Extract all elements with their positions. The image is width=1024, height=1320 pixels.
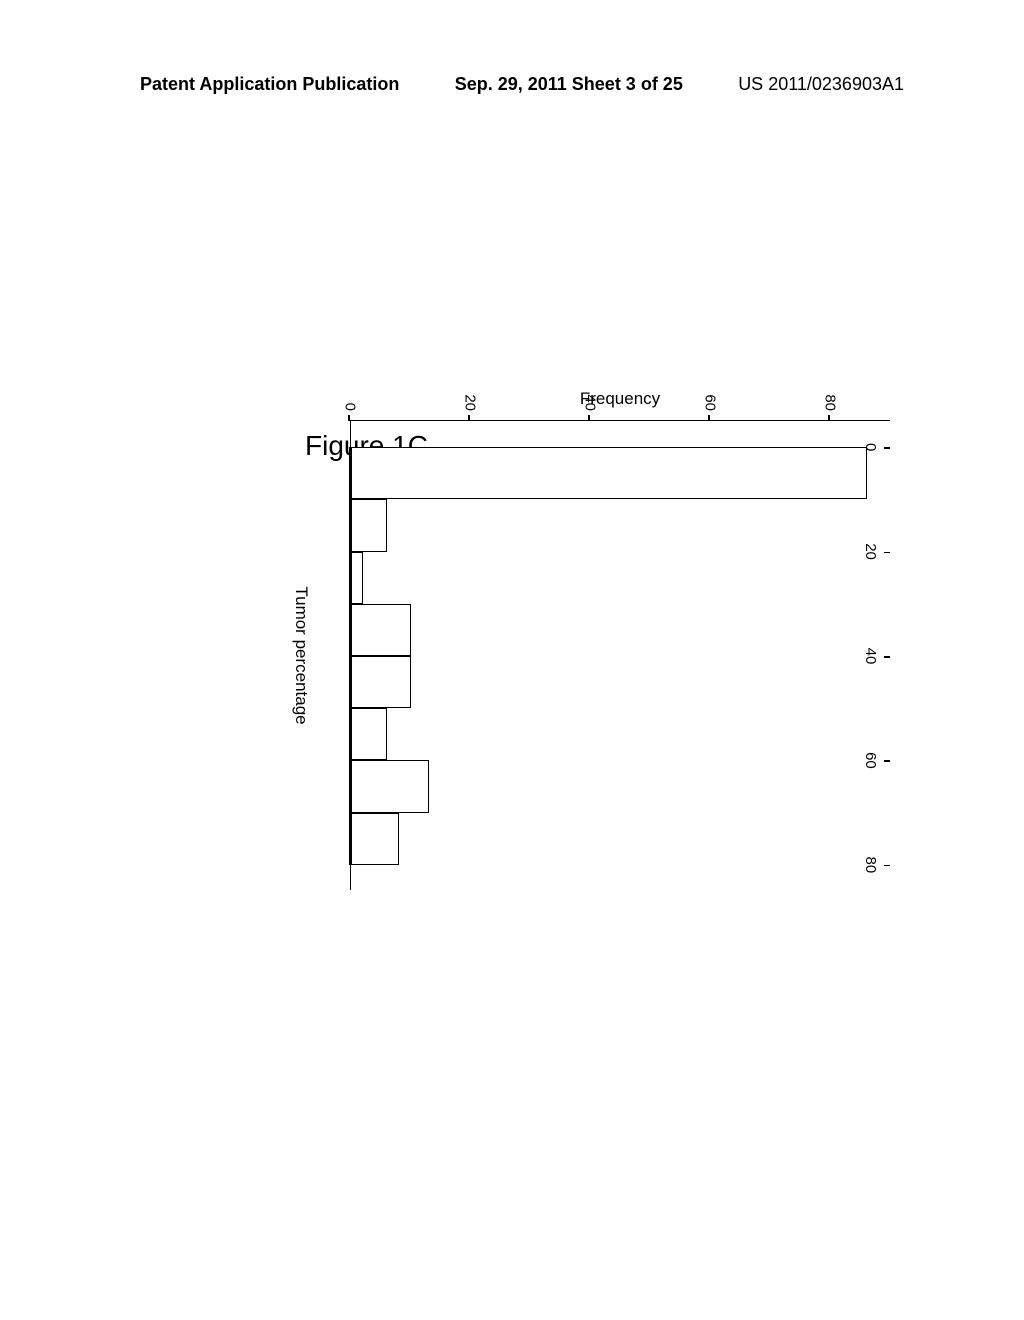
header-publication-type: Patent Application Publication <box>140 74 399 95</box>
histogram-bar <box>351 656 411 708</box>
histogram-chart: 020406080 020406080 Tumor percentage Fre… <box>270 350 900 910</box>
header-date-sheet: Sep. 29, 2011 Sheet 3 of 25 <box>455 74 683 95</box>
y-tick <box>349 415 351 421</box>
histogram-bar <box>351 760 429 812</box>
x-tick-label: 20 <box>862 543 879 560</box>
y-tick <box>709 415 711 421</box>
y-tick-label: 20 <box>462 385 479 411</box>
x-tick-label: 40 <box>862 648 879 665</box>
y-axis-label: Frequency <box>580 389 660 409</box>
x-tick-label: 60 <box>862 752 879 769</box>
y-tick-label: 80 <box>822 385 839 411</box>
x-tick-label: 80 <box>862 857 879 874</box>
histogram-bar <box>351 813 399 865</box>
header-publication-number: US 2011/0236903A1 <box>738 74 904 95</box>
x-tick <box>884 760 890 762</box>
histogram-bar <box>351 552 363 604</box>
page-header: Patent Application Publication Sep. 29, … <box>0 74 1024 95</box>
histogram-bar <box>351 708 387 760</box>
y-axis-line <box>350 420 830 422</box>
histogram-bar <box>351 604 411 656</box>
histogram-bar <box>351 499 387 551</box>
y-tick <box>469 415 471 421</box>
y-tick <box>589 415 591 421</box>
x-tick-label: 0 <box>862 443 879 451</box>
y-tick-label: 60 <box>702 385 719 411</box>
x-tick <box>884 865 890 867</box>
histogram-bar <box>351 447 867 499</box>
plot-area: 020406080 020406080 Tumor percentage Fre… <box>350 420 890 890</box>
x-tick <box>884 656 890 658</box>
x-tick <box>884 552 890 554</box>
x-axis-label: Tumor percentage <box>291 586 311 724</box>
y-tick <box>829 415 831 421</box>
x-tick <box>884 447 890 449</box>
y-tick-label: 0 <box>342 385 359 411</box>
